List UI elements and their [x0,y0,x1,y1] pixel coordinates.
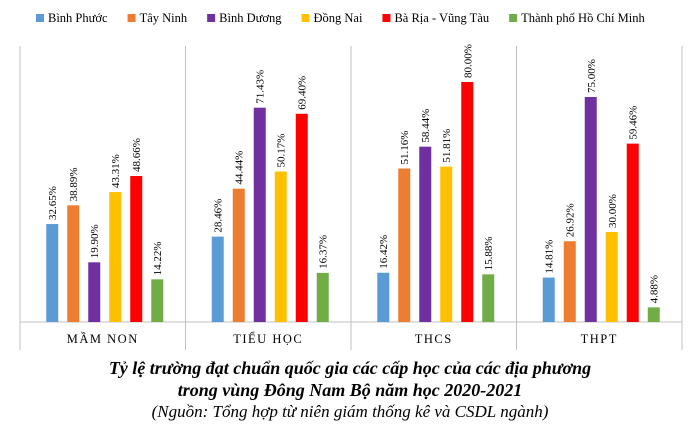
data-label-dong-nai-tieu-hoc: 50.17% [276,134,288,168]
bar-chart: Bình Phước Tây Ninh Bình Dương Đồng Nai Bà R… [19,11,683,350]
category-label-thpt: THPT [581,332,618,346]
legend-label-binh-duong: Bình Dương [219,11,282,25]
data-label-ba-ria-vung-tau-tieu-hoc: 69.40% [297,76,309,110]
bar-tay-ninh-thpt [563,241,576,322]
bar-thanh-pho-ho-chi-minh-tieu-hoc [316,272,329,322]
bar-binh-phuoc-mam-non [46,224,59,322]
legend-swatch-binh-duong [207,14,216,22]
data-label-tay-ninh-mam-non: 38.89% [68,167,80,201]
data-label-binh-phuoc-tieu-hoc: 28.46% [213,199,225,233]
bar-ba-ria-vung-tau-thpt [626,143,639,322]
data-label-dong-nai-mam-non: 43.31% [110,154,122,188]
bar-dong-nai-thcs [440,166,453,322]
legend-label-tay-ninh: Tây Ninh [140,11,188,25]
data-label-binh-phuoc-thcs: 16.42% [378,235,390,269]
data-label-binh-duong-mam-non: 19.90% [89,224,101,258]
bar-binh-duong-tieu-hoc [253,107,266,323]
data-label-tay-ninh-tieu-hoc: 44.44% [234,151,246,185]
bar-dong-nai-thpt [605,232,618,322]
bar-tay-ninh-tieu-hoc [232,188,245,322]
bar-ba-ria-vung-tau-thcs [461,82,474,322]
legend-item-thanh-pho-ho-chi-minh: Thành phố Hồ Chí Minh [509,11,645,25]
data-label-thanh-pho-ho-chi-minh-tieu-hoc: 16.37% [318,235,330,269]
data-label-dong-nai-thcs: 51.81% [441,129,453,163]
bar-binh-duong-thpt [584,97,597,322]
bar-ba-ria-vung-tau-mam-non [130,176,143,322]
legend-swatch-tay-ninh [127,14,136,22]
legend-swatch-binh-phuoc [36,14,44,22]
data-label-ba-ria-vung-tau-thpt: 59.46% [628,106,640,140]
data-label-binh-duong-tieu-hoc: 71.43% [255,70,267,104]
legend-item-tay-ninh: Tây Ninh [127,11,188,25]
bar-binh-duong-mam-non [88,262,101,322]
data-label-ba-ria-vung-tau-mam-non: 48.66% [131,138,143,172]
legend-swatch-dong-nai [301,14,310,22]
bar-ba-ria-vung-tau-tieu-hoc [295,113,308,322]
bar-dong-nai-mam-non [109,192,122,322]
legend-swatch-thanh-pho-ho-chi-minh [509,14,518,22]
category-label-thcs: THCS [415,332,453,346]
bar-tay-ninh-thcs [398,168,411,322]
data-label-binh-duong-thcs: 58.44% [420,109,432,143]
data-label-tay-ninh-thpt: 26.92% [565,203,577,237]
data-label-thanh-pho-ho-chi-minh-mam-non: 14.22% [152,241,164,275]
legend-swatch-ba-ria-vung-tau [382,14,391,22]
legend-label-dong-nai: Đồng Nai [314,11,363,25]
bar-thanh-pho-ho-chi-minh-thcs [482,274,495,322]
legend-label-ba-ria-vung-tau: Bà Rịa - Vũng Tàu [394,11,489,25]
legend-item-ba-ria-vung-tau: Bà Rịa - Vũng Tàu [382,11,490,25]
bar-tay-ninh-mam-non [67,205,80,322]
chart-caption-source: (Nguồn: Tổng hợp từ niên giám thống kê v… [151,402,549,421]
data-label-dong-nai-thpt: 30.00% [607,194,619,228]
category-label-mam-non: MẦM NON [67,331,139,346]
data-label-binh-phuoc-thpt: 14.81% [544,240,556,274]
bar-binh-phuoc-thcs [377,272,390,322]
legend-label-thanh-pho-ho-chi-minh: Thành phố Hồ Chí Minh [521,11,645,25]
legend-item-dong-nai: Đồng Nai [301,11,363,25]
bar-binh-phuoc-tieu-hoc [211,236,224,322]
data-label-binh-duong-thpt: 75.00% [586,59,598,93]
data-label-thanh-pho-ho-chi-minh-thpt: 4.88% [649,275,661,303]
bar-thanh-pho-ho-chi-minh-thpt [647,307,660,322]
data-label-thanh-pho-ho-chi-minh-thcs: 15.88% [483,236,495,270]
data-label-binh-phuoc-mam-non: 32.65% [47,186,59,220]
bar-binh-duong-thcs [419,146,432,322]
bar-thanh-pho-ho-chi-minh-mam-non [151,279,164,322]
bar-binh-phuoc-thpt [542,277,555,322]
legend-item-binh-phuoc: Bình Phước [36,11,108,25]
data-label-tay-ninh-thcs: 51.16% [399,131,411,165]
legend-item-binh-duong: Bình Dương [207,11,282,25]
category-label-tieu-hoc: TIỂU HỌC [233,331,303,346]
chart-caption-title-line2: trong vùng Đông Nam Bộ năm học 2020-2021 [177,380,523,400]
chart-caption-title-line1: Tỷ lệ trường đạt chuẩn quốc gia các cấp … [108,358,592,378]
legend-label-binh-phuoc: Bình Phước [48,11,108,25]
data-label-ba-ria-vung-tau-thcs: 80.00% [462,44,474,78]
bar-dong-nai-tieu-hoc [274,171,287,322]
